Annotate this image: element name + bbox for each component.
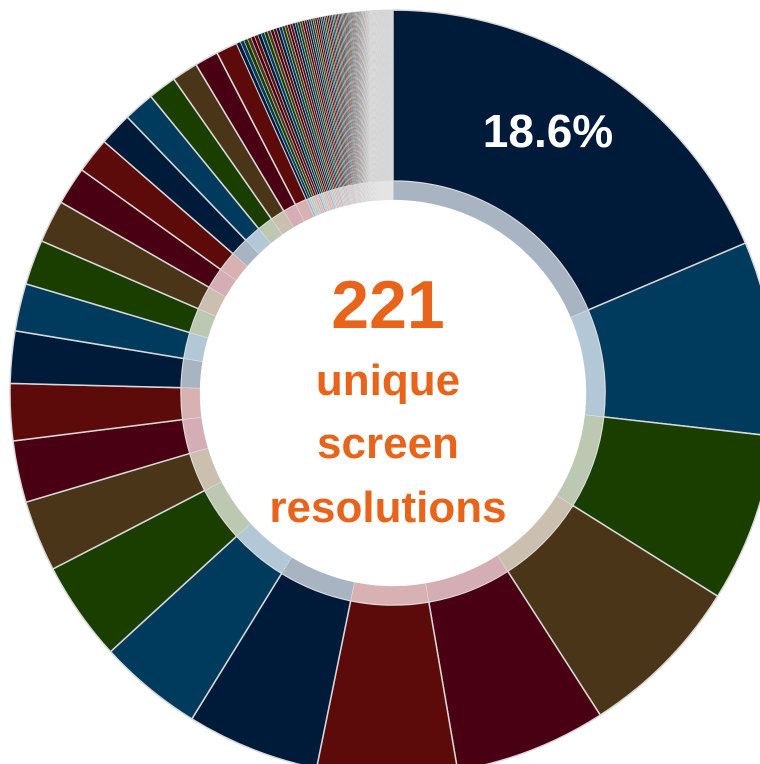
center-label-line-2: screen xyxy=(317,419,459,468)
largest-slice-label: 18.6% xyxy=(483,105,613,157)
center-label-line-1: unique xyxy=(316,356,460,405)
inner-ring xyxy=(180,180,606,606)
donut-slices xyxy=(9,9,760,764)
inner-ring-segment xyxy=(180,387,202,420)
center-label-line-3: resolutions xyxy=(269,483,506,532)
donut-hole xyxy=(200,200,586,586)
inner-ring-segment xyxy=(180,358,203,389)
center-count: 221 xyxy=(331,267,444,343)
